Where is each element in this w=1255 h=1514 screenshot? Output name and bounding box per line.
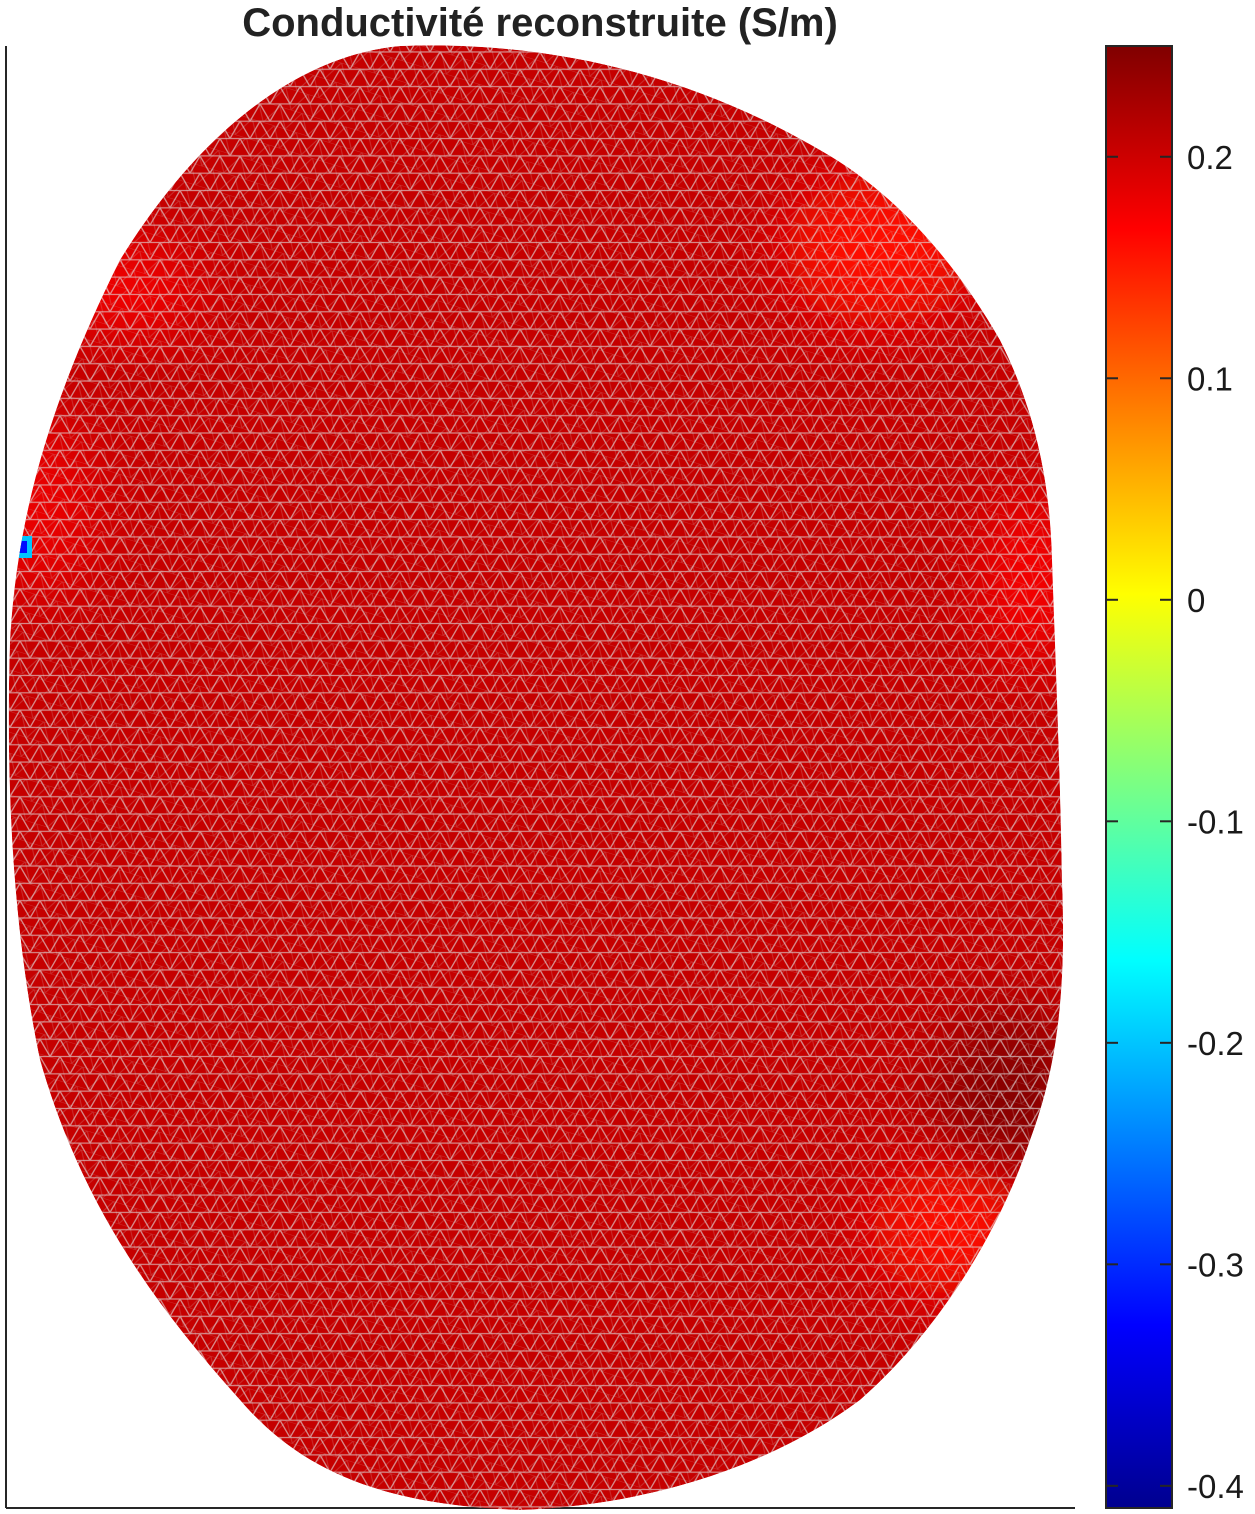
triangular-mesh-secondary	[8, 45, 1064, 1510]
chart-title: Conductivité reconstruite (S/m)	[242, 1, 838, 45]
colorbar-tick-label: -0.3	[1187, 1246, 1244, 1283]
colorbar-tick-label: -0.1	[1187, 803, 1244, 840]
colorbar: 0.2 0.1 0 -0.1 -0.2 -0.3 -0.4	[1105, 45, 1244, 1509]
conductivity-field	[8, 45, 1064, 1510]
left-anomaly-core	[17, 541, 27, 553]
colorbar-tick-label: 0.1	[1187, 360, 1233, 397]
colorbar-gradient	[1105, 45, 1173, 1509]
colorbar-tick-label: -0.4	[1187, 1468, 1244, 1505]
colorbar-tick-label: 0.2	[1187, 139, 1233, 176]
colorbar-tick-label: -0.2	[1187, 1025, 1244, 1062]
colorbar-tick-label: 0	[1187, 582, 1205, 619]
